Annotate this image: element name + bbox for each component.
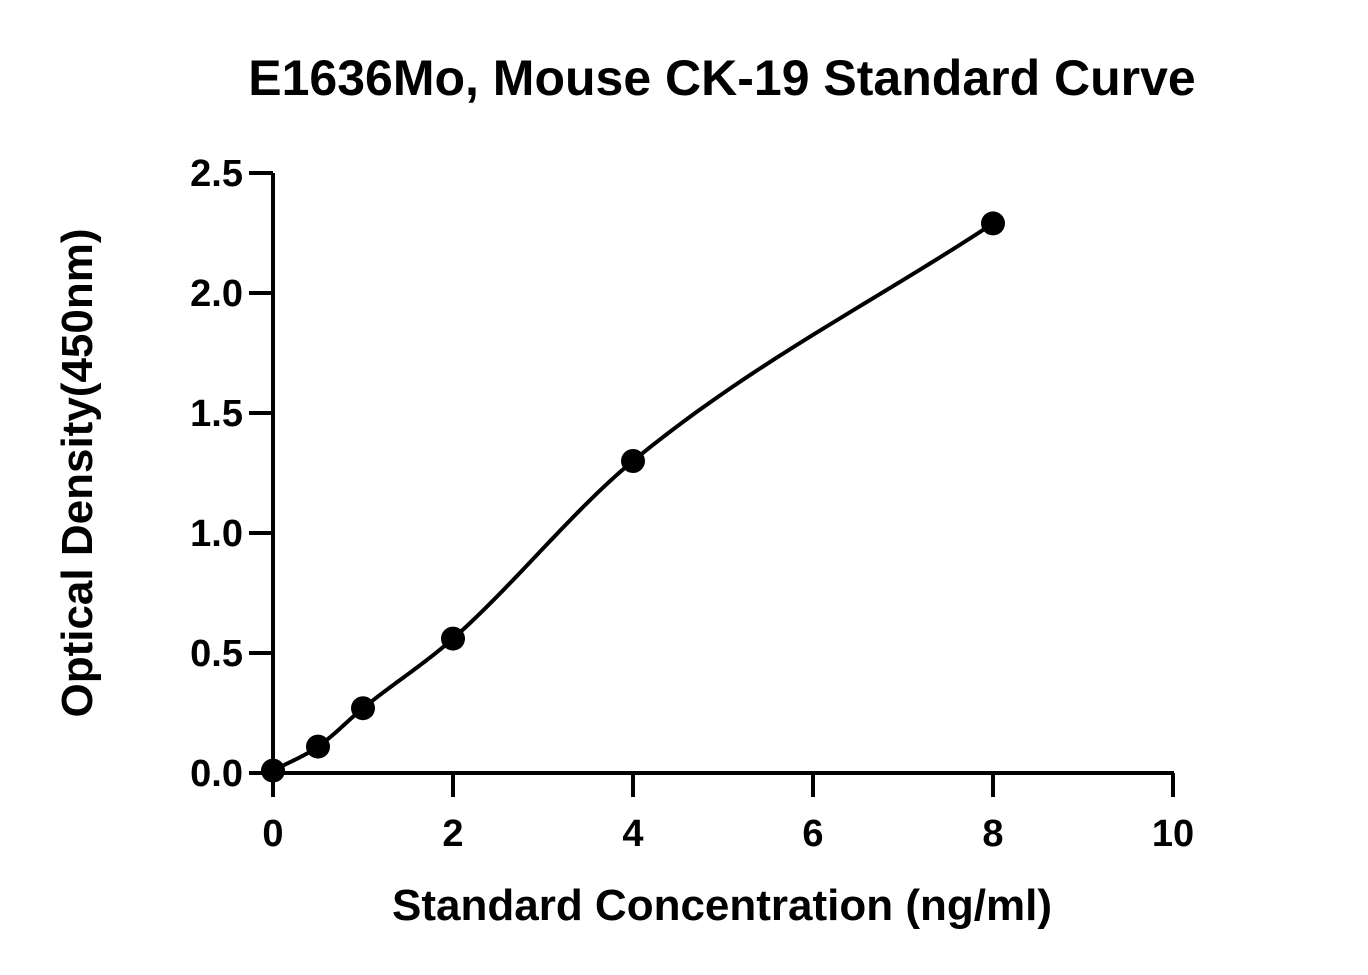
y-tick-label: 0.0: [190, 753, 243, 795]
x-tick-label: 4: [622, 813, 643, 855]
x-axis-label: Standard Concentration (ng/ml): [392, 881, 1052, 930]
y-axis-label: Optical Density(450nm): [53, 228, 102, 717]
data-point: [621, 449, 645, 473]
y-tick-label: 2.0: [190, 273, 243, 315]
x-tick-label: 6: [802, 813, 823, 855]
x-axis-ticks: 0 2 4 6 8 10: [262, 773, 1194, 855]
x-tick-label: 8: [982, 813, 1003, 855]
data-point: [981, 211, 1005, 236]
data-point: [441, 626, 465, 651]
y-axis-ticks: 0.0 0.5 1.0 1.5 2.0 2.5: [190, 153, 273, 795]
data-points: [261, 211, 1005, 783]
x-tick-label: 0: [262, 813, 283, 855]
plot-area: 0.0 0.5 1.0 1.5 2.0 2.5 0 2 4 6 8 10: [190, 153, 1194, 855]
y-tick-label: 0.5: [190, 633, 243, 675]
x-tick-label: 2: [442, 813, 463, 855]
chart-title: E1636Mo, Mouse CK-19 Standard Curve: [248, 50, 1196, 106]
fit-curve: [272, 221, 995, 773]
y-tick-label: 1.0: [190, 513, 243, 555]
data-point: [306, 734, 330, 759]
x-tick-label: 10: [1152, 813, 1194, 855]
y-tick-label: 1.5: [190, 393, 243, 435]
data-point: [261, 758, 285, 783]
y-tick-label: 2.5: [190, 153, 243, 195]
data-point: [351, 696, 375, 721]
